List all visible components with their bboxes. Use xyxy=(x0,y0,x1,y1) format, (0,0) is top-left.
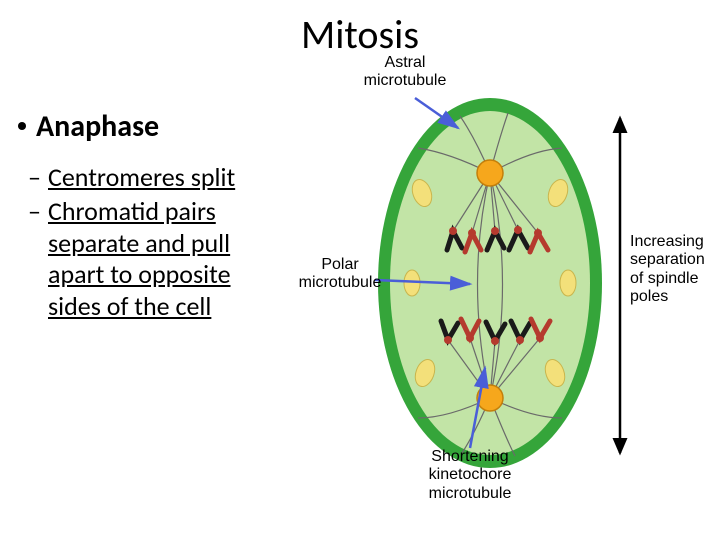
sub1-text: Centromeres split xyxy=(48,161,235,193)
sub2-line2: separate and pull xyxy=(48,227,230,259)
sub2-line1: Chromatid pairs xyxy=(48,195,216,227)
centrosome-top xyxy=(477,160,503,186)
label-polar: Polar microtubule xyxy=(290,256,390,293)
sub2-line3: apart to opposite xyxy=(48,258,231,290)
phase-bullet: Anaphase xyxy=(18,108,159,145)
sub2-line4: sides of the cell xyxy=(48,290,211,322)
dash-icon: – xyxy=(28,162,41,194)
label-astral: Astral microtubule xyxy=(345,54,465,91)
label-shortening: Shortening kinetochore microtubule xyxy=(405,448,535,503)
phase-label: Anaphase xyxy=(36,108,159,145)
label-increasing: Increasing separation of spindle poles xyxy=(630,233,720,307)
cell-diagram: Astral microtubule Polar microtubule Sho… xyxy=(300,58,720,498)
bullet-dot-icon xyxy=(18,122,26,130)
slide-title: Mitosis xyxy=(0,10,720,59)
dash-icon: – xyxy=(28,196,41,228)
sub-bullet-2: – Chromatid pairs separate and pull apar… xyxy=(48,196,308,323)
sub-bullet-1: – Centromeres split xyxy=(48,162,308,194)
